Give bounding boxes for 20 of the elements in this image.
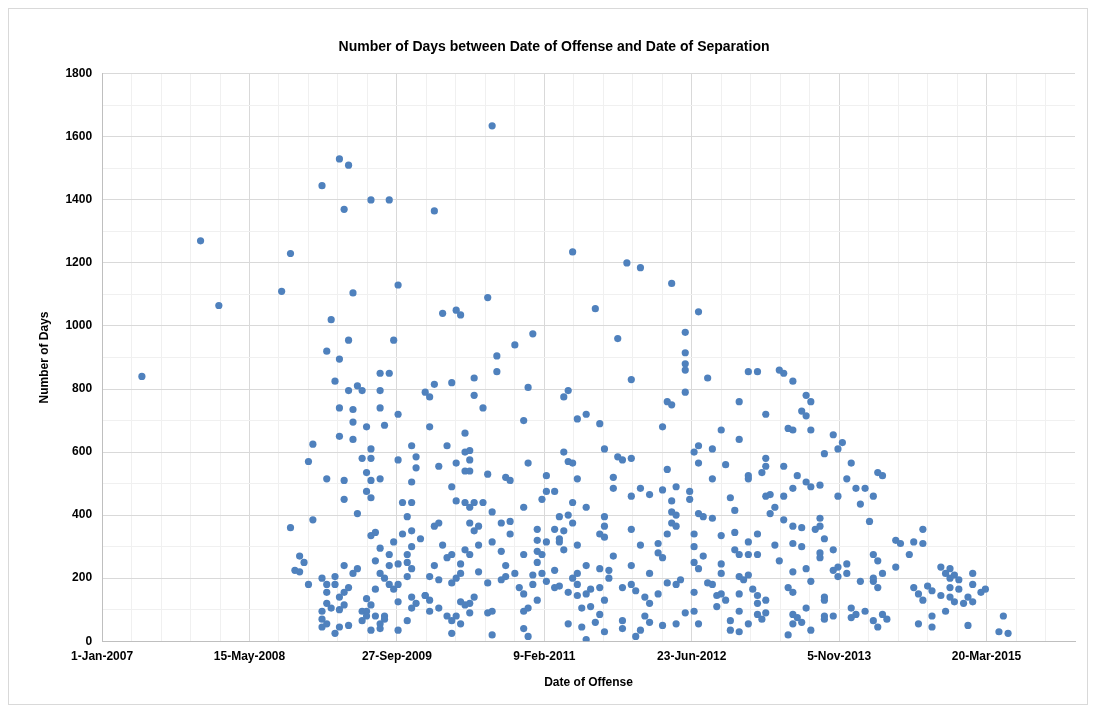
y-tick-label: 0	[85, 633, 93, 648]
y-tick-label: 1800	[65, 66, 93, 81]
x-tick-label: 27-Sep-2009	[361, 648, 433, 663]
x-tick-label: 1-Jan-2007	[71, 648, 134, 663]
y-tick-label: 1600	[65, 129, 93, 144]
y-tick-label: 1400	[65, 192, 93, 207]
y-tick-label: 1000	[65, 318, 93, 333]
y-tick-label: 1200	[65, 255, 93, 270]
y-tick-label: 800	[72, 381, 93, 396]
x-axis-title: Date of Offense	[544, 675, 634, 690]
x-tick-label: 9-Feb-2011	[513, 648, 576, 663]
chart-title: Number of Days between Date of Offense and Date of Separation	[338, 38, 770, 55]
x-tick-label: 15-May-2008	[213, 648, 286, 663]
x-tick-label: 5-Nov-2013	[807, 648, 872, 663]
x-tick-label: 20-Mar-2015	[951, 648, 1022, 663]
x-tick-label: 23-Jun-2012	[657, 648, 727, 663]
y-tick-label: 200	[72, 570, 93, 585]
y-axis-title: Number of Days	[36, 311, 51, 404]
y-tick-label: 600	[72, 444, 93, 459]
y-tick-label: 400	[72, 507, 93, 522]
